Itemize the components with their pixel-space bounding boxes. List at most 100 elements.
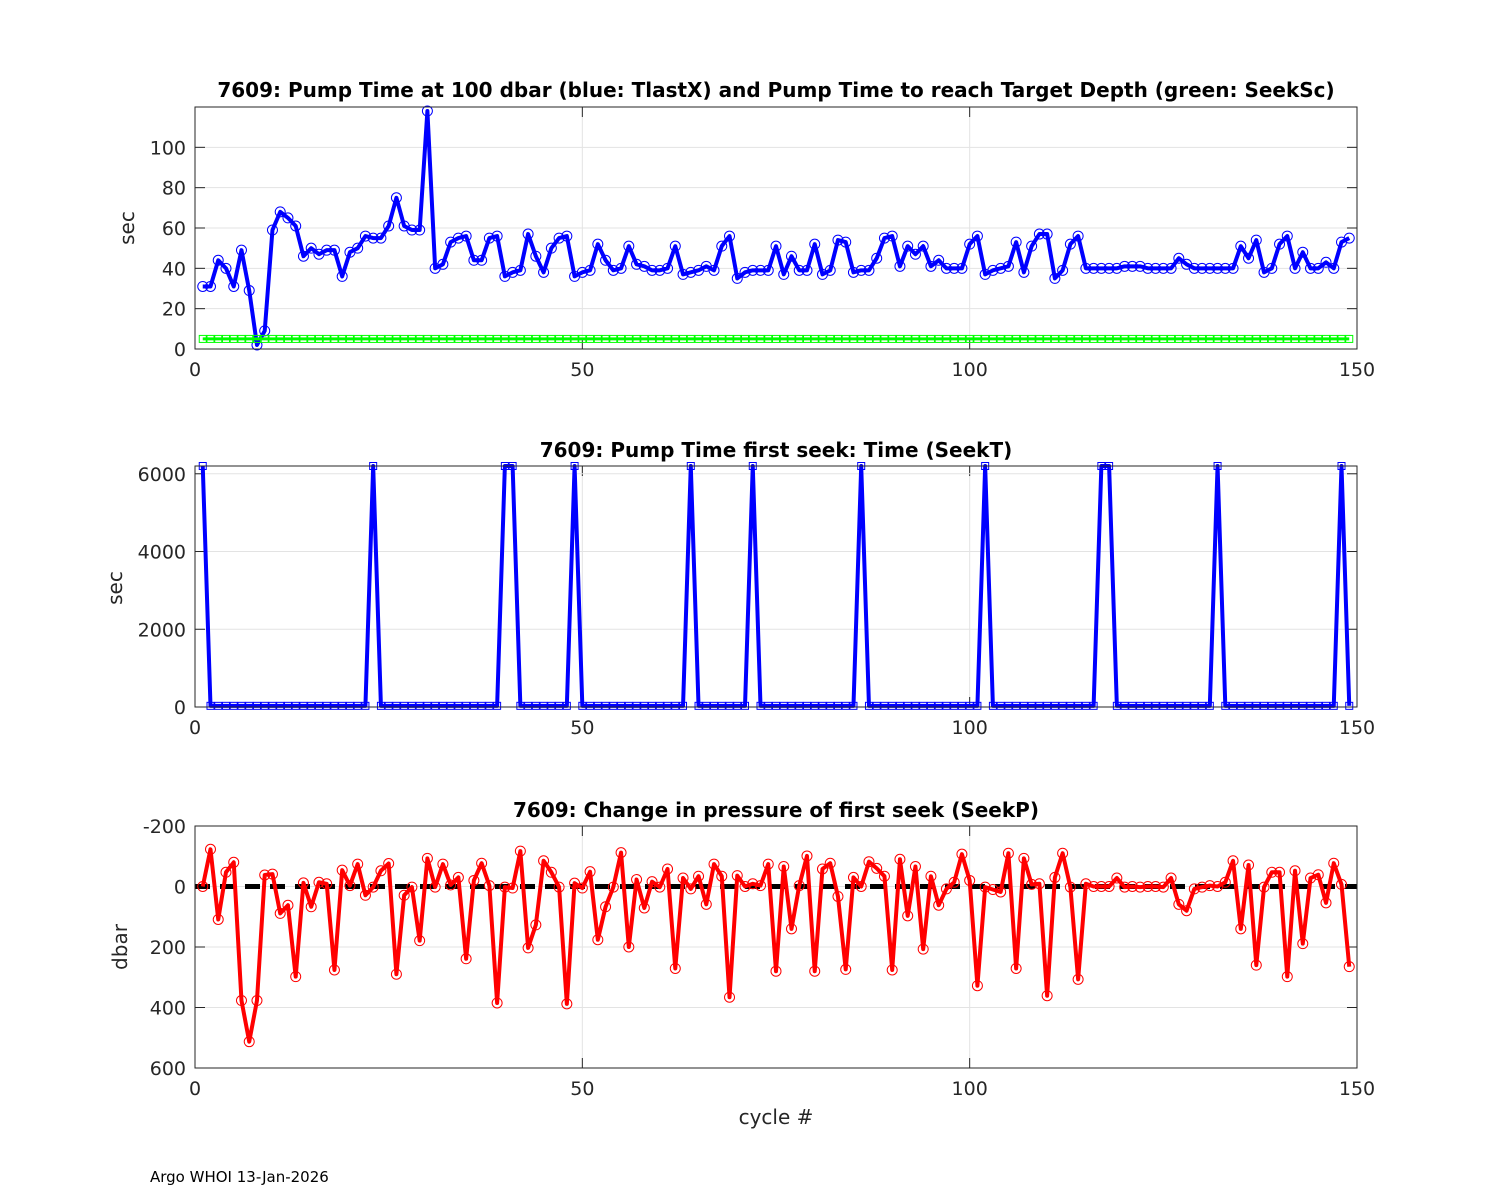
data-point-SeekT [578, 701, 587, 710]
data-point-SeekP [282, 899, 294, 911]
x-tick-label: 150 [1339, 359, 1375, 381]
data-point-SeekSc [586, 334, 595, 343]
data-point-SeekT [988, 701, 997, 710]
data-point-SeekP [677, 872, 689, 884]
data-point-SeekT [787, 701, 796, 710]
data-point-TlastX [739, 266, 751, 278]
data-point-TlastX [607, 264, 619, 276]
data-point-SeekP [700, 898, 712, 910]
data-point-SeekSc [431, 334, 440, 343]
data-point-TlastX [677, 268, 689, 280]
data-point-SeekP [476, 857, 488, 869]
data-point-SeekT [942, 701, 951, 710]
data-point-SeekT [446, 701, 455, 710]
data-point-SeekP [1010, 962, 1022, 974]
data-point-SeekSc [818, 334, 827, 343]
data-point-SeekT [903, 701, 912, 710]
data-point-TlastX [755, 264, 767, 276]
data-point-SeekP [266, 868, 278, 880]
data-point-TlastX [390, 192, 402, 204]
data-point-SeekT [1081, 701, 1090, 710]
data-point-SeekT [314, 701, 323, 710]
data-point-SeekSc [493, 334, 502, 343]
data-point-TlastX [1010, 236, 1022, 248]
data-point-SeekSc [469, 334, 478, 343]
data-point-SeekP [933, 899, 945, 911]
data-point-SeekP [1157, 881, 1169, 893]
data-point-SeekT [640, 701, 649, 710]
data-point-SeekT [1089, 701, 1098, 710]
data-point-SeekP [1033, 878, 1045, 890]
data-point-TlastX [685, 266, 697, 278]
data-point-TlastX [1243, 252, 1255, 264]
data-point-SeekT [330, 701, 339, 710]
x-tick-label: 150 [1339, 1078, 1375, 1100]
data-point-SeekP [1188, 883, 1200, 895]
data-point-SeekSc [516, 334, 525, 343]
data-point-SeekP [1150, 881, 1162, 892]
data-point-SeekT [934, 701, 943, 710]
data-point-TlastX [553, 232, 565, 244]
data-point-TlastX [631, 258, 643, 270]
data-point-SeekP [1258, 881, 1270, 893]
data-point-SeekP [847, 871, 859, 883]
data-point-SeekSc [1043, 334, 1052, 343]
data-point-TlastX [1072, 230, 1084, 242]
data-point-TlastX [801, 264, 813, 276]
data-point-SeekSc [919, 334, 928, 343]
data-point-SeekT [1283, 701, 1292, 710]
data-point-SeekSc [1151, 334, 1160, 343]
data-point-SeekP [1243, 859, 1255, 871]
data-point-SeekSc [260, 334, 269, 343]
data-point-TlastX [406, 224, 418, 236]
data-point-TlastX [1173, 252, 1185, 264]
data-point-SeekSc [1275, 334, 1284, 343]
data-point-SeekSc [345, 334, 354, 343]
data-point-SeekP [390, 968, 402, 980]
data-point-TlastX [212, 254, 224, 266]
data-point-SeekSc [245, 334, 254, 343]
data-point-SeekSc [1105, 334, 1114, 343]
data-point-SeekP [979, 881, 991, 893]
data-point-TlastX [228, 280, 240, 292]
data-point-TlastX [576, 266, 588, 278]
data-point-SeekT [864, 701, 873, 710]
data-point-SeekP [460, 953, 472, 965]
data-point-SeekSc [741, 334, 750, 343]
data-point-TlastX [507, 266, 519, 278]
data-point-SeekSc [833, 334, 842, 343]
data-point-SeekT [957, 701, 966, 710]
data-point-SeekSc [237, 334, 246, 343]
data-point-TlastX [1142, 262, 1154, 274]
data-point-TlastX [1266, 262, 1278, 274]
data-point-TlastX [894, 260, 906, 272]
data-point-SeekT [1291, 701, 1300, 710]
data-point-SeekSc [934, 334, 943, 343]
data-point-SeekP [894, 853, 906, 865]
data-point-SeekSc [369, 334, 378, 343]
data-point-SeekSc [1213, 334, 1222, 343]
y-axis-label-3: dbar [108, 923, 132, 970]
data-point-SeekP [1088, 881, 1100, 892]
data-point-SeekSc [392, 334, 401, 343]
data-point-SeekSc [1019, 334, 1028, 343]
data-point-SeekSc [1035, 334, 1044, 343]
y-tick-label: 40 [162, 258, 186, 280]
data-point-SeekT [1004, 701, 1013, 710]
data-point-SeekP [762, 858, 774, 870]
data-point-TlastX [1088, 262, 1100, 274]
data-point-SeekP [491, 997, 503, 1009]
data-point-SeekP [778, 861, 790, 873]
data-point-SeekSc [214, 334, 223, 343]
data-point-TlastX [328, 244, 340, 256]
data-point-SeekSc [617, 334, 626, 343]
data-point-TlastX [1212, 262, 1224, 274]
x-tick-label: 50 [570, 359, 594, 381]
data-point-SeekP [971, 980, 983, 992]
y-tick-label: 400 [150, 998, 186, 1020]
data-point-SeekT [756, 701, 765, 710]
data-point-TlastX [383, 220, 395, 232]
data-point-SeekP [1072, 973, 1084, 985]
data-point-SeekP [538, 855, 550, 867]
data-point-SeekP [1227, 855, 1239, 867]
